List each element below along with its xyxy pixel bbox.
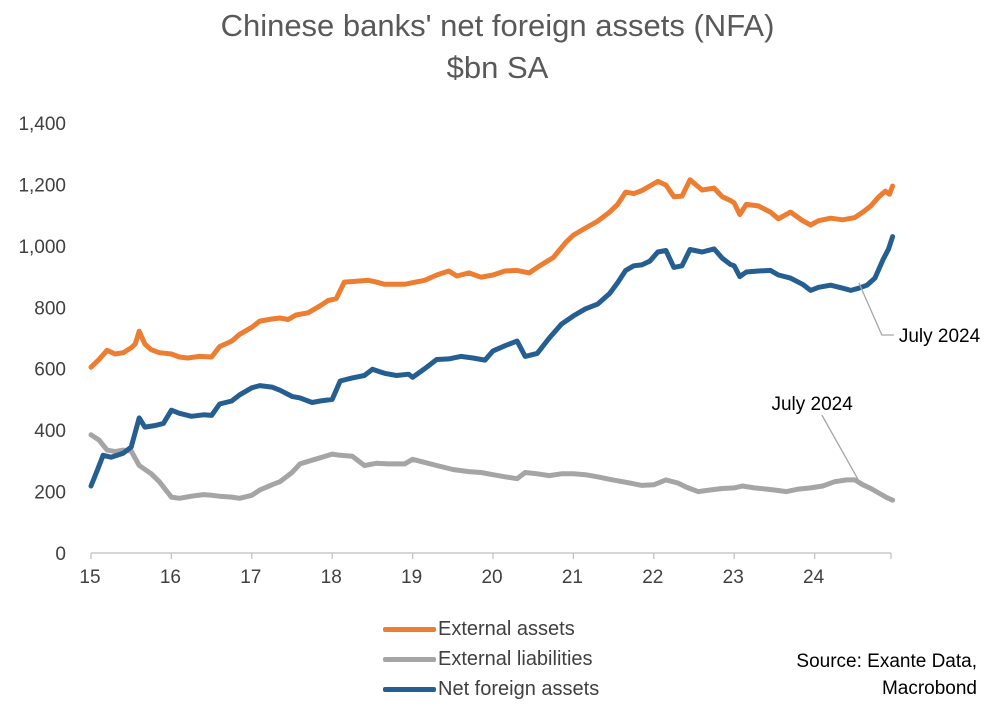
x-tick-label: 17 — [240, 567, 261, 588]
x-tick-label: 15 — [79, 567, 100, 588]
y-tick-label: 0 — [55, 544, 66, 565]
x-tick-label: 18 — [321, 567, 342, 588]
y-tick-label: 800 — [34, 298, 66, 319]
source-line-1: Source: Exante Data, — [796, 651, 977, 672]
y-tick-label: 400 — [34, 421, 66, 442]
legend-label-external-assets: External assets — [438, 617, 575, 640]
chart-subtitle: $bn SA — [446, 50, 549, 85]
x-tick-label: 19 — [401, 567, 422, 588]
legend-label-external-liabilities: External liabilities — [438, 647, 593, 670]
legend-swatch-external-assets — [383, 626, 436, 632]
source-line-2: Macrobond — [881, 678, 977, 699]
source-note: Source: Exante Data, Macrobond — [796, 648, 977, 702]
series-line-external-assets — [88, 177, 896, 370]
annotations: July 2024 July 2024 — [771, 282, 981, 482]
annotation-leader-nfa — [858, 282, 894, 336]
y-tick-label: 600 — [34, 360, 66, 381]
legend-item-external-assets: External assets — [383, 614, 599, 644]
x-tick-label: 22 — [642, 567, 663, 588]
series-lines — [88, 177, 896, 503]
x-tick-label: 21 — [562, 567, 583, 588]
y-tick-label: 1,200 — [18, 175, 66, 196]
y-tick-label: 1,400 — [18, 114, 66, 135]
x-tick-label: 24 — [803, 567, 825, 588]
legend-item-external-liabilities: External liabilities — [383, 644, 599, 674]
x-tick-label: 20 — [481, 567, 502, 588]
annotation-liabilities-july-2024: July 2024 — [771, 394, 853, 415]
x-tick-label: 16 — [160, 567, 181, 588]
legend: External assets External liabilities Net… — [383, 614, 599, 704]
annotation-leader-liabilities — [821, 414, 860, 482]
legend-swatch-net-foreign-assets — [383, 686, 436, 692]
legend-label-net-foreign-assets: Net foreign assets — [438, 677, 600, 700]
legend-swatch-external-liabilities — [383, 656, 436, 662]
y-tick-label: 200 — [34, 483, 66, 504]
x-axis: 15 16 17 18 19 20 21 22 23 24 — [79, 552, 892, 588]
legend-item-net-foreign-assets: Net foreign assets — [383, 674, 599, 704]
annotation-nfa-july-2024: July 2024 — [899, 326, 981, 347]
y-axis-tick-labels: 0 200 400 600 800 1,000 1,200 1,400 — [18, 114, 66, 565]
series-line-net-foreign-assets — [88, 234, 896, 489]
y-tick-label: 1,000 — [18, 237, 66, 258]
x-tick-label: 23 — [723, 567, 744, 588]
series-line-external-liabilities — [88, 432, 896, 503]
chart-title: Chinese banks' net foreign assets (NFA) — [220, 8, 775, 43]
